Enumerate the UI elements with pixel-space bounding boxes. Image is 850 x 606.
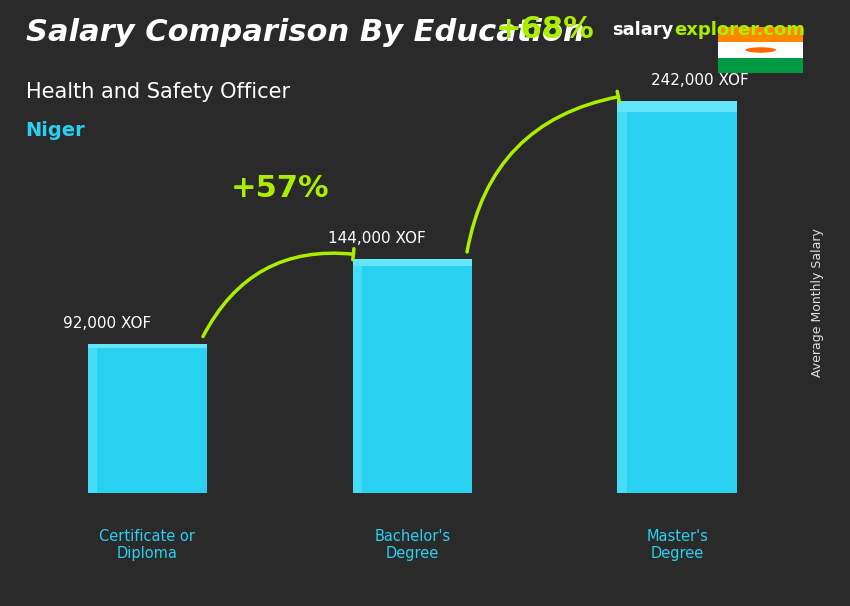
- Text: Niger: Niger: [26, 121, 85, 140]
- Text: Health and Safety Officer: Health and Safety Officer: [26, 82, 290, 102]
- Bar: [353, 259, 362, 493]
- Text: Salary Comparison By Education: Salary Comparison By Education: [26, 18, 584, 47]
- Bar: [353, 259, 472, 267]
- Bar: [88, 344, 207, 493]
- Bar: [617, 101, 737, 493]
- Bar: [88, 344, 207, 348]
- Bar: [88, 344, 98, 493]
- Text: +57%: +57%: [230, 174, 329, 203]
- Text: explorer.com: explorer.com: [674, 21, 805, 39]
- Circle shape: [745, 47, 776, 53]
- Text: 242,000 XOF: 242,000 XOF: [650, 73, 748, 88]
- Text: Certificate or
Diploma: Certificate or Diploma: [99, 528, 196, 561]
- Text: Average Monthly Salary: Average Monthly Salary: [812, 228, 824, 378]
- Bar: [617, 101, 627, 493]
- Text: salary: salary: [612, 21, 673, 39]
- Text: Bachelor's
Degree: Bachelor's Degree: [374, 528, 450, 561]
- Bar: [353, 259, 472, 493]
- Bar: [617, 101, 737, 112]
- Text: +68%: +68%: [496, 15, 594, 44]
- Text: 144,000 XOF: 144,000 XOF: [327, 231, 425, 247]
- Text: Master's
Degree: Master's Degree: [646, 528, 708, 561]
- Text: 92,000 XOF: 92,000 XOF: [63, 316, 151, 331]
